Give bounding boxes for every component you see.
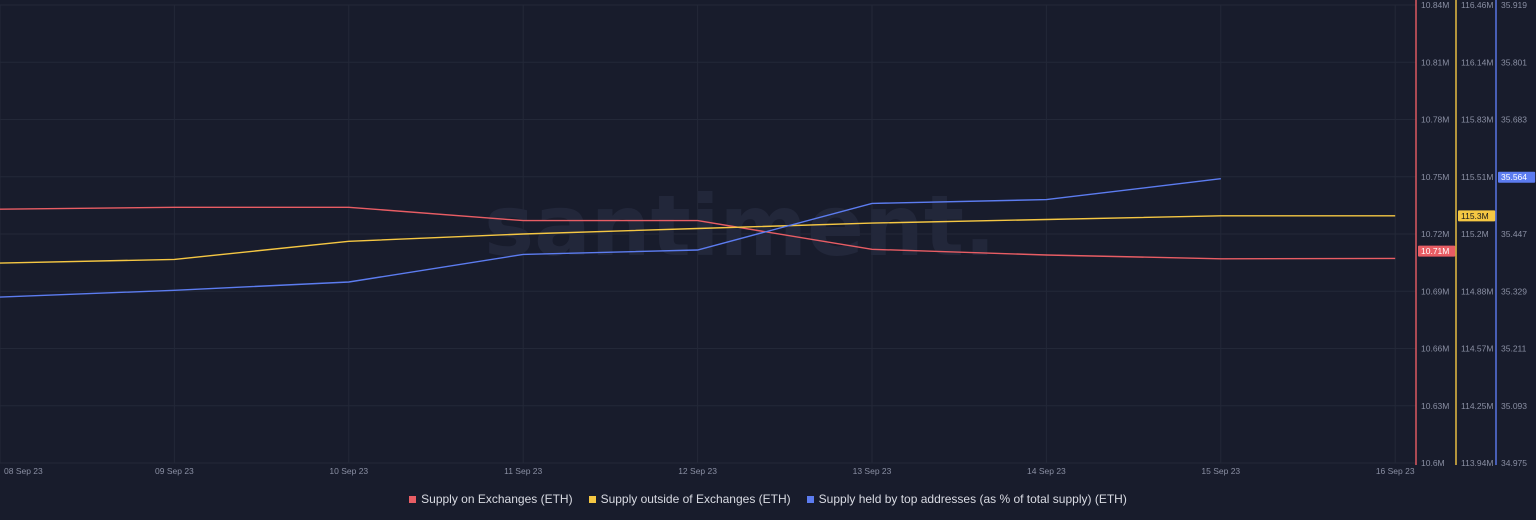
last-value-label-outside: 115.3M — [1461, 211, 1489, 221]
y-tick-label-outside: 114.57M — [1461, 344, 1493, 354]
legend-swatch — [409, 495, 417, 503]
legend: Supply on Exchanges (ETH) Supply outside… — [0, 492, 1536, 506]
legend-label: Supply on Exchanges (ETH) — [421, 492, 573, 506]
y-tick-label-exchanges: 10.72M — [1421, 229, 1449, 239]
last-value-badge-outside — [1458, 210, 1496, 222]
watermark: santiment. — [484, 177, 996, 275]
y-tick-label-outside: 116.14M — [1461, 57, 1493, 67]
y-tick-label-exchanges: 10.66M — [1421, 344, 1449, 354]
legend-label: Supply outside of Exchanges (ETH) — [600, 492, 791, 506]
x-tick-label: 15 Sep 23 — [1201, 466, 1240, 476]
series-line-exchanges — [0, 206, 1396, 260]
x-tick-label: 13 Sep 23 — [853, 466, 892, 476]
last-value-badge-exchanges — [1418, 245, 1456, 257]
y-tick-label-top: 35.093 — [1501, 401, 1527, 411]
x-tick-label: 16 Sep 23 — [1376, 466, 1415, 476]
x-tick-label: 11 Sep 23 — [504, 466, 542, 476]
legend-label: Supply held by top addresses (as % of to… — [818, 492, 1127, 506]
legend-item-top[interactable]: Supply held by top addresses (as % of to… — [806, 492, 1127, 506]
x-axis: 08 Sep 23 09 Sep 23 10 Sep 23 11 Sep 23 12 S… — [4, 466, 1415, 476]
y-tick-label-outside: 114.88M — [1461, 286, 1493, 296]
last-value-badge-top — [1498, 171, 1536, 183]
y-tick-label-top: 35.447 — [1501, 229, 1527, 239]
chart: santiment. 10.6M 10.63M 10.66M 10.69M 10.72M… — [0, 0, 1536, 476]
x-tick-label: 14 Sep 23 — [1027, 466, 1066, 476]
y-tick-label-top: 35.919 — [1501, 0, 1527, 10]
y-tick-label-exchanges: 10.6M — [1421, 458, 1445, 468]
series-line-outside — [0, 215, 1396, 264]
y-tick-label-exchanges: 10.75M — [1421, 172, 1449, 182]
y-tick-label-outside: 115.2M — [1461, 229, 1489, 239]
y-tick-label-exchanges: 10.78M — [1421, 115, 1449, 125]
legend-swatch — [806, 495, 814, 503]
y-tick-label-outside: 114.25M — [1461, 401, 1493, 411]
y-tick-label-top: 34.975 — [1501, 458, 1527, 468]
y-tick-label-exchanges: 10.84M — [1421, 0, 1449, 10]
y-tick-label-top: 35.801 — [1501, 57, 1527, 67]
y-tick-label-top: 35.683 — [1501, 115, 1527, 125]
grid — [0, 4, 1416, 464]
y-tick-label-exchanges: 10.69M — [1421, 286, 1449, 296]
x-tick-label: 09 Sep 23 — [155, 466, 194, 476]
last-value-label-exchanges: 10.71M — [1421, 246, 1449, 256]
y-tick-label-outside: 115.51M — [1461, 172, 1493, 182]
y-tick-label-outside: 115.83M — [1461, 115, 1493, 125]
series-layer — [0, 178, 1396, 298]
x-tick-label: 10 Sep 23 — [329, 466, 368, 476]
axes-layer: 10.6M 10.63M 10.66M 10.69M 10.72M 10.75M 10.78… — [1415, 0, 1536, 468]
last-value-label-top: 35.564 — [1501, 172, 1527, 182]
y-tick-label-top: 35.211 — [1501, 344, 1527, 354]
legend-item-outside[interactable]: Supply outside of Exchanges (ETH) — [588, 492, 791, 506]
y-tick-label-exchanges: 10.63M — [1421, 401, 1449, 411]
legend-swatch — [588, 495, 596, 503]
y-tick-label-outside: 113.94M — [1461, 458, 1493, 468]
y-tick-label-top: 35.329 — [1501, 286, 1527, 296]
x-tick-label: 12 Sep 23 — [678, 466, 717, 476]
x-tick-label: 08 Sep 23 — [4, 466, 43, 476]
legend-item-exchanges[interactable]: Supply on Exchanges (ETH) — [409, 492, 573, 506]
y-tick-label-outside: 116.46M — [1461, 0, 1493, 10]
series-line-top — [0, 178, 1221, 298]
y-tick-label-exchanges: 10.81M — [1421, 57, 1449, 67]
